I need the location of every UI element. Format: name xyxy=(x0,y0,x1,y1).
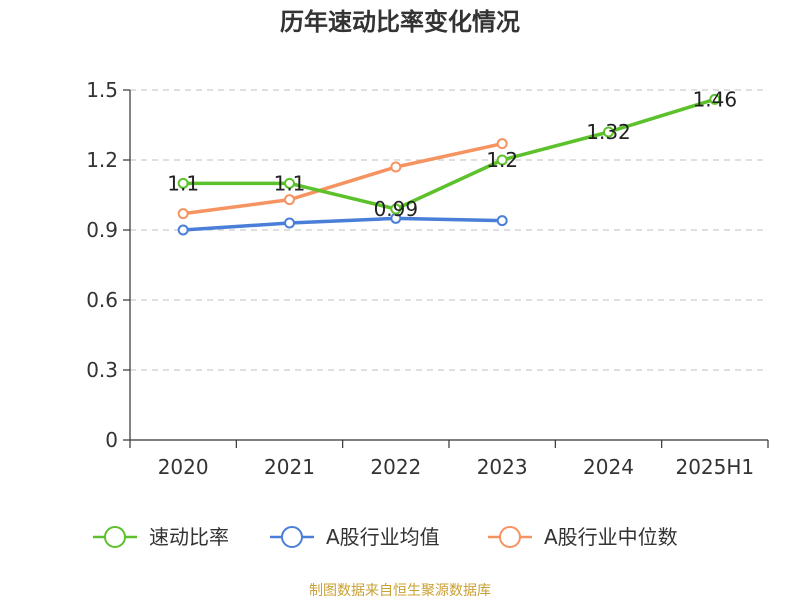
y-tick-label: 0 xyxy=(105,428,118,452)
legend-label: 速动比率 xyxy=(149,525,229,549)
tick-labels: 0 0.3 0.6 0.9 1.2 1.5 2020 2021 2022 2023 2024 2025… xyxy=(86,78,754,479)
source-note: 制图数据来自恒生聚源数据库 xyxy=(309,583,491,599)
data-point xyxy=(284,217,295,229)
legend[interactable]: 速动比率 A股行业均值 A股行业中位数 xyxy=(93,525,678,549)
legend-item[interactable]: 速动比率 xyxy=(93,525,229,549)
data-point xyxy=(284,194,295,206)
y-tick-label: 1.5 xyxy=(86,78,118,102)
legend-label: A股行业中位数 xyxy=(544,525,678,549)
data-points xyxy=(177,93,721,236)
legend-marker xyxy=(281,526,303,548)
axes xyxy=(123,89,769,448)
y-tick-label: 0.6 xyxy=(86,288,118,312)
data-point xyxy=(284,177,295,189)
series-lines xyxy=(182,97,716,232)
y-tick-label: 1.2 xyxy=(86,148,118,172)
legend-label: A股行业均值 xyxy=(326,525,440,549)
legend-marker xyxy=(499,526,521,548)
data-point xyxy=(496,138,508,150)
data-point xyxy=(177,208,189,220)
y-tick-label: 0.3 xyxy=(86,358,118,382)
data-label: 1.1 xyxy=(167,171,199,195)
x-tick-label: 2022 xyxy=(370,455,421,479)
data-label: 1.1 xyxy=(274,171,306,195)
legend-item[interactable]: A股行业中位数 xyxy=(488,525,678,549)
y-tick-label: 0.9 xyxy=(86,218,118,242)
data-point xyxy=(390,161,402,173)
data-label: 1.32 xyxy=(586,120,631,144)
x-tick-label: 2025H1 xyxy=(675,455,754,479)
data-point xyxy=(496,215,508,227)
legend-marker xyxy=(104,526,126,548)
grid-lines xyxy=(130,89,768,371)
series-line xyxy=(183,97,716,211)
legend-item[interactable]: A股行业均值 xyxy=(270,525,440,549)
x-tick-label: 2021 xyxy=(264,455,315,479)
data-label: 1.2 xyxy=(486,148,518,172)
series-line xyxy=(183,216,503,232)
series-line xyxy=(182,141,503,216)
data-point xyxy=(603,126,614,138)
data-label: 0.99 xyxy=(374,197,419,221)
data-point xyxy=(709,93,721,105)
data-label: 1.46 xyxy=(693,87,738,111)
data-labels: 1.1 1.1 0.99 1.2 1.32 1.46 xyxy=(167,87,737,221)
chart-title: 历年速动比率变化情况 xyxy=(280,8,520,36)
data-point xyxy=(496,154,508,166)
data-point xyxy=(177,177,189,189)
data-point xyxy=(177,224,189,236)
x-tick-label: 2023 xyxy=(477,455,528,479)
data-point xyxy=(390,203,402,215)
x-tick-label: 2024 xyxy=(583,455,634,479)
x-tick-label: 2020 xyxy=(158,455,209,479)
